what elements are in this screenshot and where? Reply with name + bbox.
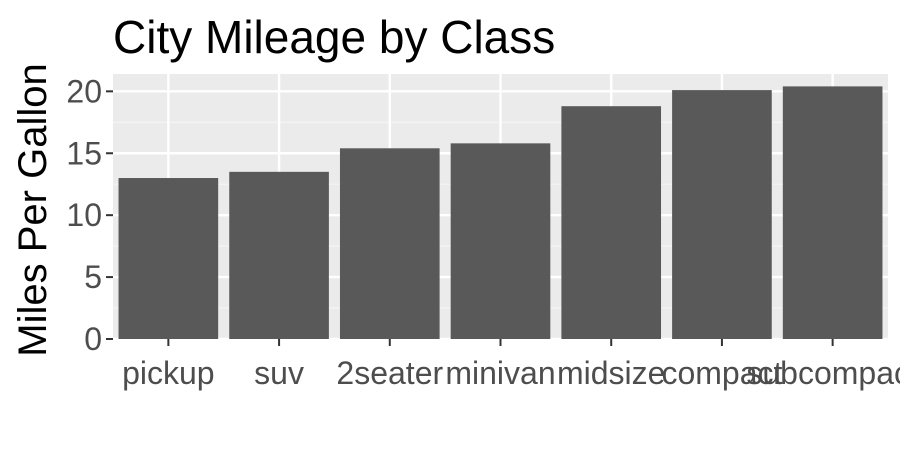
y-axis-label: Miles Per Gallon	[11, 63, 55, 356]
bar-suv	[229, 171, 329, 339]
y-tick-label: 10	[66, 197, 102, 233]
x-axis-ticks: pickup suv 2seater minivan midsizecompactsub…	[122, 339, 900, 391]
x-tick-label: compact	[661, 355, 782, 391]
bar-midsize	[561, 106, 662, 339]
x-tick-label: suv	[254, 355, 304, 391]
bar-subcompact	[782, 86, 883, 339]
x-tick-label: 2seater	[336, 355, 443, 391]
x-tick-label: pickup	[122, 355, 215, 391]
y-axis-ticks: 0 5 10 15 20	[66, 73, 113, 357]
y-tick-label: 15	[66, 135, 102, 171]
y-tick-label: 20	[66, 73, 102, 109]
x-tick-label: minivan	[445, 355, 555, 391]
bar-compact	[672, 90, 772, 339]
x-tick-label: midsize	[557, 355, 665, 391]
bar-2seater	[339, 148, 440, 339]
chart-title: City Mileage by Class	[113, 11, 555, 63]
y-tick-label: 0	[84, 321, 102, 357]
bars	[118, 86, 883, 339]
bar-minivan	[450, 143, 551, 339]
x-tick-label: subcompact	[746, 355, 900, 391]
y-tick-label: 5	[84, 259, 102, 295]
bar-pickup	[118, 178, 219, 339]
